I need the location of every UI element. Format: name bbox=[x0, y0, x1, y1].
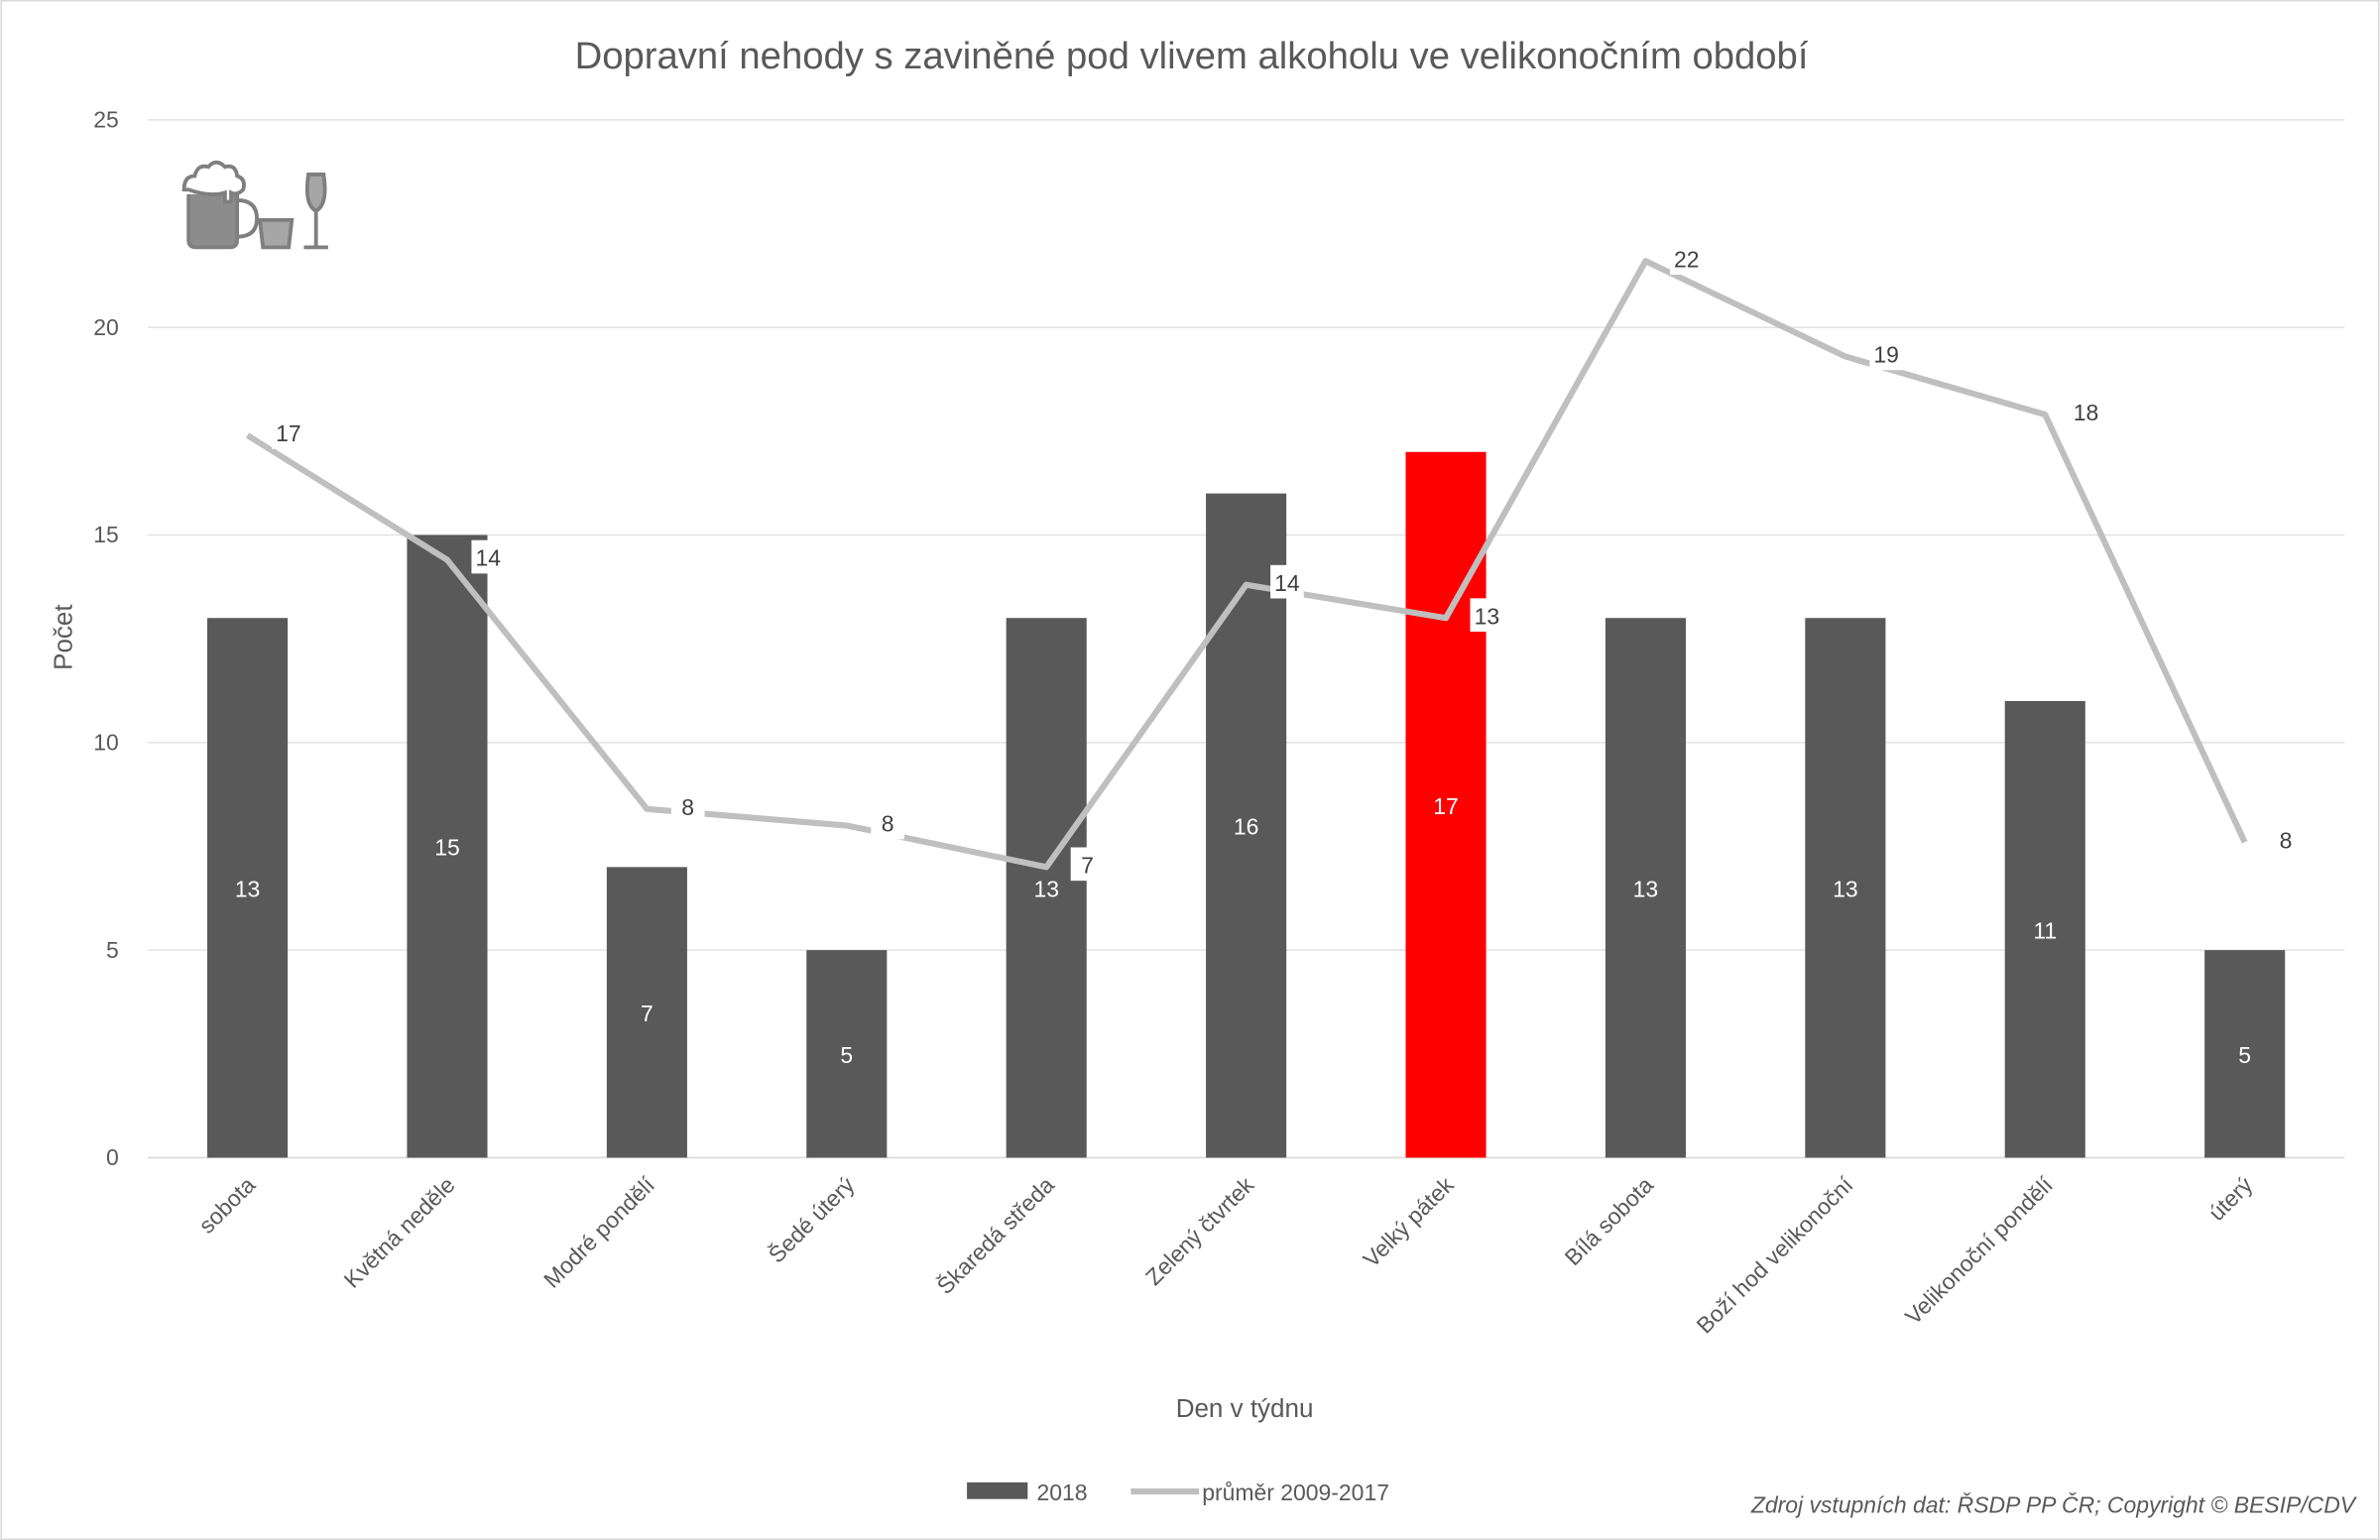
y-tick-label: 15 bbox=[93, 522, 119, 547]
line-label-background bbox=[1470, 598, 1504, 632]
y-axis-title: Počet bbox=[48, 604, 77, 670]
y-tick-label: 25 bbox=[93, 107, 119, 133]
line-label-background bbox=[1070, 847, 1105, 882]
bar-10 bbox=[2004, 700, 2085, 1158]
y-tick-label: 5 bbox=[106, 937, 119, 963]
line-label-background bbox=[2269, 822, 2303, 857]
bar-data-label: 17 bbox=[1433, 793, 1459, 819]
line-label-background bbox=[871, 805, 904, 840]
line-label-background bbox=[1669, 241, 1704, 275]
chart-title: Dopravní nehody s zaviněné pod vlivem al… bbox=[575, 35, 1809, 77]
bar-1 bbox=[207, 618, 289, 1158]
bar-8 bbox=[1605, 618, 1686, 1158]
bar-data-label: 15 bbox=[434, 835, 460, 861]
line-data-label: 19 bbox=[1873, 342, 1899, 368]
line-label-background bbox=[670, 788, 705, 823]
y-tick-label: 10 bbox=[93, 729, 119, 755]
bar-data-label: 7 bbox=[641, 1001, 654, 1026]
bar-data-label: 13 bbox=[1033, 877, 1059, 902]
y-axis-ticks: 0 5 10 15 20 25 bbox=[93, 107, 119, 1171]
bar-9 bbox=[1805, 618, 1886, 1158]
bar-3 bbox=[606, 867, 687, 1158]
average-line bbox=[245, 258, 2248, 871]
bar-6 bbox=[1206, 493, 1287, 1158]
bar-data-label: 5 bbox=[840, 1042, 853, 1068]
line-data-label: 13 bbox=[1475, 603, 1500, 629]
line-data-label: 8 bbox=[2280, 827, 2293, 853]
source-note: Zdroj vstupních dat: ŘSDP PP ČR; Copyrig… bbox=[1750, 1491, 2358, 1517]
legend-swatch-2018 bbox=[967, 1481, 1028, 1499]
line-data-label: 17 bbox=[276, 420, 301, 446]
line-data-label: 14 bbox=[476, 545, 502, 571]
line-series-average: 17 14 8 8 7 14 13 22 19 18 8 bbox=[245, 241, 2303, 882]
line-label-background bbox=[1270, 564, 1304, 599]
y-tick-label: 20 bbox=[93, 314, 119, 340]
bar-data-label: 13 bbox=[1633, 877, 1659, 902]
bar-4 bbox=[806, 950, 888, 1158]
bar-5 bbox=[1006, 618, 1087, 1158]
bar-11 bbox=[2204, 950, 2286, 1158]
line-label-background bbox=[1869, 336, 1903, 371]
line-data-label: 7 bbox=[1081, 853, 1094, 879]
bar-series-2018: 13 15 7 5 13 16 17 13 13 11 5 bbox=[207, 451, 2286, 1158]
x-axis-title: Den v týdnu bbox=[1176, 1393, 1314, 1423]
legend: 2018 průměr 2009-2017 bbox=[967, 1480, 1389, 1505]
line-data-label: 8 bbox=[882, 811, 894, 837]
y-tick-label: 0 bbox=[106, 1144, 119, 1170]
line-label-background bbox=[471, 539, 506, 574]
line-data-label: 14 bbox=[1274, 570, 1300, 596]
bar-data-label: 13 bbox=[235, 877, 261, 902]
line-data-label: 22 bbox=[1674, 246, 1700, 272]
bar-data-label: 13 bbox=[1833, 877, 1858, 902]
line-data-label: 8 bbox=[681, 794, 694, 820]
gridlines bbox=[147, 119, 2345, 1159]
legend-label-2018: 2018 bbox=[1036, 1480, 1087, 1505]
bar-data-label: 16 bbox=[1234, 814, 1259, 840]
bar-data-label: 11 bbox=[2033, 917, 2057, 943]
drinks-icon bbox=[181, 160, 328, 250]
line-data-label: 18 bbox=[2074, 400, 2099, 425]
bar-data-label: 5 bbox=[2238, 1042, 2251, 1068]
bar-2 bbox=[407, 534, 488, 1158]
line-label-background bbox=[272, 415, 305, 449]
line-label-background bbox=[2069, 395, 2103, 428]
legend-label-average: průměr 2009-2017 bbox=[1202, 1480, 1389, 1505]
